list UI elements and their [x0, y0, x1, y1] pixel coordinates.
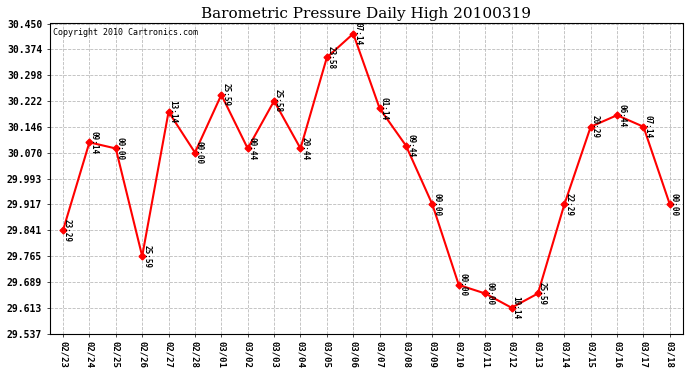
Text: 23:58: 23:58: [327, 46, 336, 69]
Text: 25:59: 25:59: [538, 282, 547, 305]
Text: 07:14: 07:14: [353, 22, 362, 45]
Text: 00:00: 00:00: [433, 193, 442, 216]
Text: 00:00: 00:00: [116, 137, 125, 160]
Text: 09:14: 09:14: [90, 131, 99, 154]
Text: 07:14: 07:14: [644, 115, 653, 138]
Text: 01:14: 01:14: [380, 97, 388, 120]
Text: 06:44: 06:44: [617, 104, 626, 127]
Text: 10:14: 10:14: [511, 296, 520, 319]
Text: 00:00: 00:00: [459, 273, 468, 297]
Text: 13:14: 13:14: [168, 100, 177, 123]
Text: 23:29: 23:29: [63, 219, 72, 242]
Text: 25:58: 25:58: [274, 89, 283, 112]
Text: 20:29: 20:29: [591, 115, 600, 138]
Text: 00:00: 00:00: [195, 141, 204, 164]
Text: 09:44: 09:44: [406, 134, 415, 158]
Text: 00:44: 00:44: [248, 137, 257, 160]
Text: 00:00: 00:00: [485, 282, 494, 305]
Text: 25:59: 25:59: [221, 83, 230, 106]
Text: 20:44: 20:44: [300, 137, 310, 160]
Text: 25:59: 25:59: [142, 244, 151, 268]
Text: Copyright 2010 Cartronics.com: Copyright 2010 Cartronics.com: [53, 28, 198, 37]
Text: 22:29: 22:29: [564, 193, 573, 216]
Title: Barometric Pressure Daily High 20100319: Barometric Pressure Daily High 20100319: [201, 7, 531, 21]
Text: 00:00: 00:00: [670, 193, 679, 216]
